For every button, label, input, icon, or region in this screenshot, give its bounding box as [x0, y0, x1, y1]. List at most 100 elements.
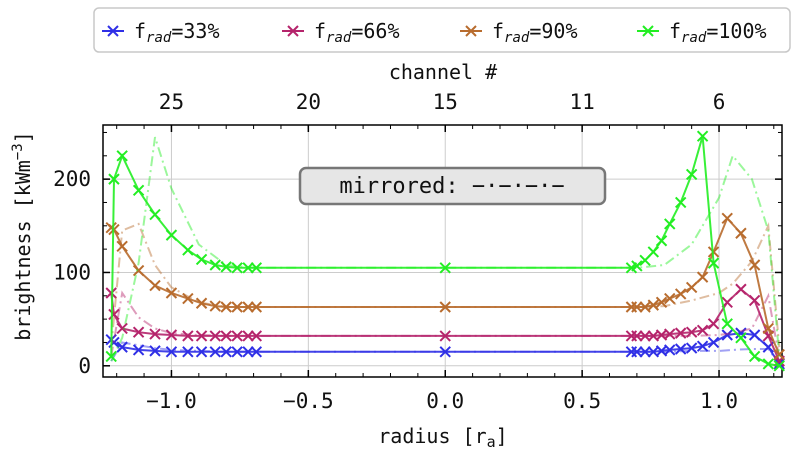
series-1: [105, 327, 785, 370]
x-axis-title-end: ]: [496, 424, 508, 448]
series-point: [631, 346, 643, 358]
series-point: [685, 281, 698, 294]
series-point: [773, 360, 785, 372]
legend-label-value: =100%: [706, 19, 766, 43]
series-point: [439, 330, 451, 342]
series-point: [250, 301, 263, 313]
series-point: [639, 346, 651, 358]
series-point: [685, 342, 698, 354]
legend-label-sub: rad: [504, 30, 530, 46]
series-point: [631, 301, 643, 313]
series-point: [116, 322, 128, 335]
series-point: [696, 340, 709, 352]
series-point: [762, 358, 775, 370]
series-point: [220, 330, 232, 342]
legend-item-2: frad=66%: [282, 19, 400, 46]
x-tick-label: 0.0: [426, 389, 464, 413]
series-point: [655, 296, 668, 309]
series-point: [735, 283, 747, 295]
series-point: [762, 322, 775, 335]
legend-frame: [93, 7, 791, 53]
legend-label-value: =33%: [171, 19, 219, 43]
series-point: [674, 288, 687, 300]
legend-label-main: f: [314, 19, 326, 43]
series-point: [182, 244, 194, 256]
x-axis-title: radius [ra]: [378, 424, 507, 451]
top-tick-label: 15: [433, 90, 458, 114]
series-point: [721, 329, 733, 341]
series-point: [132, 326, 145, 338]
mirrored-annotation: mirrored: −·−·−·−: [298, 166, 607, 206]
top-tick-label: 6: [713, 90, 726, 114]
legend-label-main: f: [134, 19, 146, 43]
legend-marker: [465, 25, 477, 37]
legend-marker: [642, 25, 654, 37]
series-point: [209, 300, 221, 312]
annotation-box: [298, 166, 607, 206]
series-point: [707, 318, 720, 330]
series-point: [209, 259, 221, 271]
series-point: [685, 326, 698, 338]
series-point: [132, 184, 145, 197]
x-tick-label: −1.0: [146, 389, 197, 413]
legend-label-sub: rad: [681, 30, 707, 46]
y-tick-label: 200: [53, 167, 91, 191]
series-point: [639, 301, 651, 313]
series-point: [242, 330, 254, 342]
annotation-text: mirrored: −·−·−·−: [339, 174, 564, 199]
series-point: [439, 301, 451, 313]
series-point: [195, 253, 208, 266]
legend-item-4: frad=100%: [637, 19, 767, 46]
series-point: [116, 240, 128, 253]
x-tick-label: 0.5: [563, 389, 601, 413]
series-point: [209, 330, 221, 342]
y-axis-title: brightness [kWm−3]: [10, 131, 35, 341]
legend-label: frad=33%: [134, 19, 220, 46]
series-point: [182, 292, 194, 305]
series-point: [748, 294, 761, 307]
series-point: [132, 264, 145, 277]
series-point: [149, 345, 161, 357]
series-3: [105, 212, 785, 361]
series-point: [664, 292, 676, 305]
series-point: [674, 327, 687, 339]
series-point: [674, 196, 687, 209]
series-point: [647, 246, 660, 258]
series-point: [773, 348, 785, 361]
legend: frad=33% frad=66% frad=90% frad=100%: [93, 7, 791, 53]
legend-label-sub: rad: [146, 30, 172, 46]
series-point: [647, 299, 660, 311]
legend-label-value: =66%: [351, 19, 399, 43]
series-4: [105, 130, 785, 372]
series-point: [195, 346, 208, 358]
legend-marker: [287, 25, 299, 37]
series-point: [696, 324, 709, 337]
series-point: [439, 262, 451, 274]
series-point: [664, 328, 676, 340]
series-point: [231, 330, 243, 342]
series-point: [149, 279, 161, 292]
legend-label: frad=90%: [492, 19, 578, 46]
series-2: [105, 283, 785, 367]
y-axis-title-sup: −3: [10, 143, 26, 160]
series-point: [696, 271, 709, 283]
y-axis-title-end: ]: [11, 131, 35, 143]
y-tick-label: 0: [78, 354, 91, 378]
x-tick-label: 1.0: [700, 389, 738, 413]
series-point: [748, 350, 761, 363]
series-point: [182, 330, 194, 342]
series-point: [655, 235, 668, 247]
series-point: [639, 330, 651, 342]
legend-marker: [107, 25, 119, 37]
series-point: [748, 329, 761, 341]
series-point: [735, 332, 747, 344]
top-tick-label: 11: [569, 90, 594, 114]
series-point: [116, 150, 128, 162]
series-point: [165, 329, 178, 341]
series-point: [165, 287, 178, 299]
legend-label-sub: rad: [326, 30, 352, 46]
series-point: [105, 350, 117, 363]
legend-item-1: frad=33%: [102, 19, 220, 46]
series-point: [195, 297, 208, 309]
